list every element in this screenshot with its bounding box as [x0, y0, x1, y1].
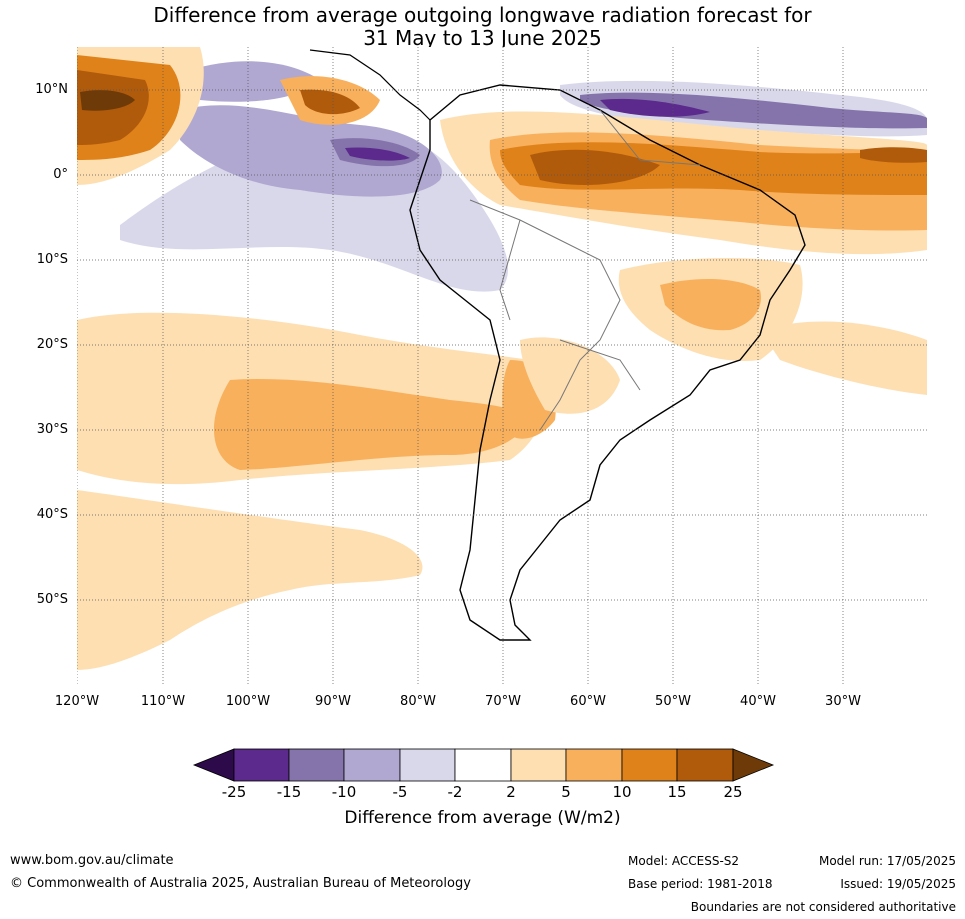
colorbar-tick: 10: [612, 783, 632, 801]
negative-anomaly-region: [600, 98, 710, 117]
copyright-text: © Commonwealth of Australia 2025, Austra…: [10, 876, 471, 891]
colorbar: [192, 748, 775, 782]
website-link[interactable]: www.bom.gov.au/climate: [10, 853, 174, 868]
colorbar-tick: 25: [723, 783, 743, 801]
lat-label-0: 0°: [53, 167, 68, 182]
negative-anomaly-region: [180, 105, 442, 197]
colorbar-tick: -10: [331, 783, 357, 801]
positive-anomaly-region: [760, 321, 927, 395]
lon-label-100w: 100°W: [225, 694, 271, 709]
positive-anomaly-region: [77, 490, 423, 670]
colorbar-bin: [454, 748, 512, 782]
colorbar-tick: 15: [667, 783, 687, 801]
lat-label-40s: 40°S: [36, 507, 68, 522]
colorbar-tick: -2: [447, 783, 463, 801]
colorbar-bin: [288, 748, 345, 782]
positive-anomaly-region: [520, 337, 620, 414]
model-text: Model: ACCESS-S2: [628, 854, 740, 868]
lat-label-30s: 30°S: [36, 422, 68, 437]
title-line-1: Difference from average outgoing longwav…: [153, 3, 812, 27]
positive-anomaly-region: [530, 149, 660, 185]
base-period-text: Base period: 1981-2018: [628, 877, 773, 891]
colorbar-bin: [676, 748, 734, 782]
colorbar-bin: [621, 748, 678, 782]
colorbar-bin: [233, 748, 290, 782]
lon-label-70w: 70°W: [485, 694, 521, 709]
continent-outline: [409, 84, 806, 641]
lon-label-120w: 120°W: [54, 694, 100, 709]
lon-label-90w: 90°W: [315, 694, 351, 709]
lat-label-50s: 50°S: [36, 592, 68, 607]
lon-label-40w: 40°W: [740, 694, 776, 709]
chart-title: Difference from average outgoing longwav…: [0, 4, 965, 50]
positive-anomaly-region: [80, 90, 135, 111]
lon-label-30w: 30°W: [825, 694, 861, 709]
colorbar-tick: -25: [221, 783, 247, 801]
negative-anomaly-region: [345, 147, 410, 161]
colorbar-bin: [510, 748, 567, 782]
positive-anomaly-region: [660, 278, 761, 331]
country-borders: [469, 109, 701, 431]
lon-label-50w: 50°W: [655, 694, 691, 709]
colorbar-bin: [343, 748, 401, 782]
model-run-text: Model run: 17/05/2025: [818, 854, 956, 868]
central-america-outline: [309, 49, 431, 121]
colorbar-tick: 5: [561, 783, 571, 801]
colorbar-bin: [565, 748, 623, 782]
lat-label-20s: 20°S: [36, 337, 68, 352]
colorbar-title: Difference from average (W/m2): [344, 808, 621, 828]
colorbar-tick: -5: [392, 783, 408, 801]
issued-text: Issued: 19/05/2025: [840, 877, 956, 891]
colorbar-low-extend: [192, 748, 235, 782]
lon-label-60w: 60°W: [570, 694, 606, 709]
colorbar-bin: [399, 748, 456, 782]
lon-label-80w: 80°W: [400, 694, 436, 709]
colorbar-high-extend: [732, 748, 775, 782]
title-line-2: 31 May to 13 June 2025: [363, 26, 602, 50]
colorbar-tick: -15: [276, 783, 302, 801]
lat-label-10s: 10°S: [36, 252, 68, 267]
negative-anomaly-region: [580, 92, 927, 129]
colorbar-tick: 2: [506, 783, 516, 801]
anomaly-field: [77, 47, 927, 684]
disclaimer-text: Boundaries are not considered authoritat…: [690, 900, 956, 914]
positive-anomaly-region: [213, 379, 530, 470]
positive-anomaly-region: [300, 89, 360, 115]
graticule: [77, 47, 927, 684]
lon-label-110w: 110°W: [140, 694, 186, 709]
positive-anomaly-region: [860, 147, 927, 163]
lat-label-10n: 10°N: [35, 82, 68, 97]
